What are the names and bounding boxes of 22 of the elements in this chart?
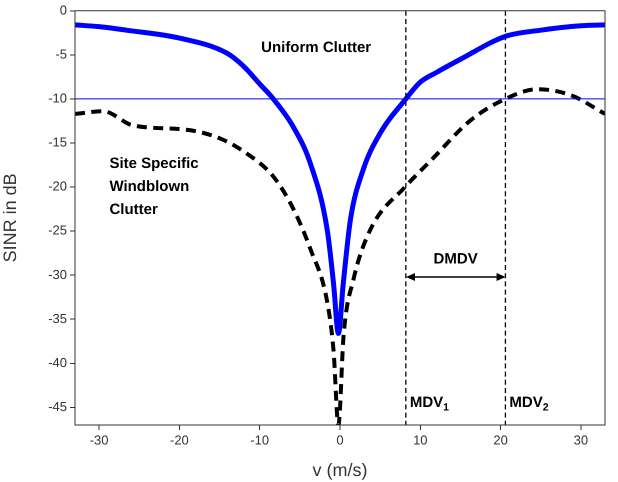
y-axis-title: SINR in dB [0,173,20,262]
x-tick-label: 0 [336,432,344,448]
x-tick-label: -10 [250,432,270,448]
y-tick-label: -40 [48,354,67,370]
x-tick-label: 10 [413,432,428,448]
y-tick-label: -25 [48,222,67,238]
x-tick-label: 20 [493,432,508,448]
y-tick-label: -10 [48,90,67,106]
x-tick-label: 30 [574,432,588,448]
y-tick-label: -35 [48,310,67,326]
x-tick-label: -30 [90,432,108,448]
series-label: Site Specific Windblown Clutter [109,155,199,218]
y-tick-label: -20 [48,178,67,194]
y-tick-label: -30 [48,266,67,282]
y-tick-label: -15 [48,134,67,150]
x-axis-title: v (m/s) [312,460,368,480]
y-tick-label: 0 [60,2,67,18]
y-tick-label: -5 [55,46,67,62]
x-tick-label: -20 [170,432,189,448]
series-label: Uniform Clutter [261,39,372,56]
annotation: DMDV [434,250,478,268]
y-tick-label: -45 [48,398,67,414]
